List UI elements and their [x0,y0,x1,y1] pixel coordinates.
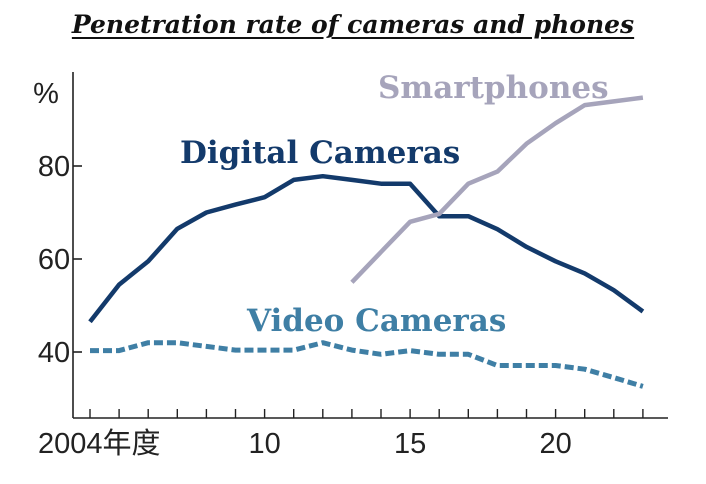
video-cameras-line [90,340,644,389]
y-tick-label: 80 [38,151,70,183]
series-lines [88,95,645,389]
series-labels: Digital Cameras Smartphones Video Cameras [180,70,609,339]
tick-labels: 40 60 80% 2004年度 10 15 20 [33,78,572,460]
video-cameras-label: Video Cameras [246,303,506,339]
chart-title: Penetration rate of cameras and phones [71,10,635,39]
digital-cameras-label: Digital Cameras [180,135,460,171]
digital-cameras-line [88,173,645,324]
x-tick-label: 20 [539,428,571,460]
smartphones-label: Smartphones [378,70,609,106]
smartphones-line [350,95,644,284]
y-tick-label: 60 [38,244,70,276]
x-tick-label: 10 [248,428,280,460]
y-axis-unit-label: % [33,78,59,110]
axes [72,72,668,419]
x-tick-label: 15 [394,428,426,460]
x-tick-label: 2004年度 [38,427,161,460]
y-tick-label: 40 [38,337,70,369]
